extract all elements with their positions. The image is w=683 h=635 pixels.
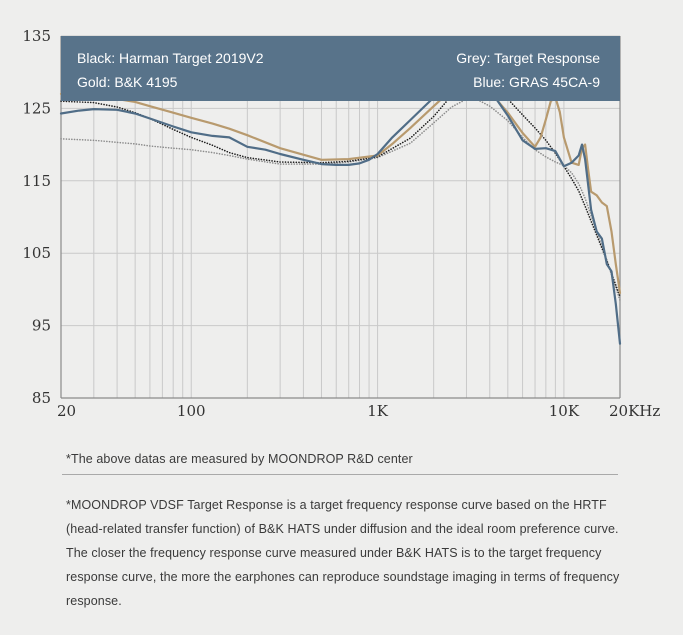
y-tick-label: 115 [22,172,51,190]
measurement-footnote: *The above datas are measured by MOONDRO… [66,452,413,466]
legend-blue-label: Blue: GRAS 45CA-9 [473,74,600,90]
series-line-black [60,80,621,298]
legend-panel: Black: Harman Target 2019V2 Grey: Target… [61,36,620,101]
y-tick-label: 85 [32,389,51,407]
y-tick-label: 135 [22,27,51,45]
vdsf-description: *MOONDROP VDSF Target Response is a targ… [66,498,620,608]
y-tick-label: 125 [22,99,51,117]
y-tick-label: 105 [22,244,51,262]
legend-grey-label: Grey: Target Response [456,50,600,66]
y-tick-label: 95 [32,317,51,335]
y-axis-ticks: 135 125 115 105 95 85 [22,27,51,407]
x-tick-label: 20 [57,402,76,420]
x-axis-ticks: 20 100 1K 10K 20KHz [57,402,660,420]
series-line-grey [60,98,621,302]
x-tick-label: 10K [549,402,580,420]
x-tick-label: 20KHz [609,402,660,420]
series-line-blue [59,73,622,345]
legend-black-label: Black: Harman Target 2019V2 [77,50,264,66]
x-tick-label: 100 [177,402,206,420]
x-tick-label: 1K [367,402,389,420]
footnote-divider [62,474,618,475]
legend-background [61,36,620,101]
frequency-response-chart: Black: Harman Target 2019V2 Grey: Target… [22,27,660,420]
legend-gold-label: Gold: B&K 4195 [77,74,178,90]
